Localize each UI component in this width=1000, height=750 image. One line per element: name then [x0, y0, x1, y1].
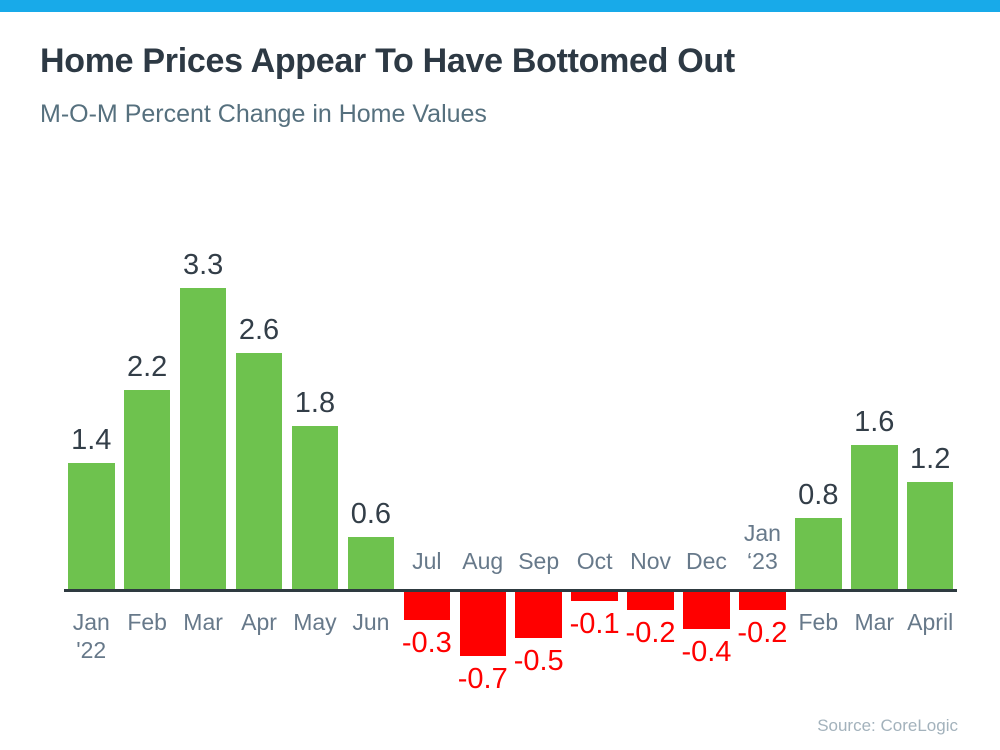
month-label: May — [293, 609, 337, 635]
bar — [851, 445, 898, 592]
month-label: Nov — [630, 548, 671, 574]
bar-value-label: -0.4 — [681, 636, 732, 668]
bar-value-label: 3.3 — [182, 249, 224, 281]
bar — [68, 463, 115, 592]
bar-value-label: -0.2 — [625, 617, 676, 649]
bar-value-label: 0.8 — [798, 479, 839, 511]
bar-value-label: 2.2 — [127, 351, 168, 383]
bar-value-label: 1.4 — [71, 424, 112, 456]
bar — [627, 592, 674, 610]
page-title: Home Prices Appear To Have Bottomed Out — [40, 42, 735, 80]
bar — [179, 288, 227, 592]
bar — [291, 426, 339, 592]
bar-value-label: -0.3 — [401, 627, 452, 659]
bar-value-label: -0.7 — [457, 663, 508, 695]
month-label: Jan ‘23 — [743, 520, 781, 574]
bar — [459, 592, 506, 656]
month-label: Jul — [412, 548, 442, 574]
month-label: Aug — [462, 548, 504, 574]
month-label: April — [907, 609, 954, 635]
bar-value-label: 0.6 — [350, 498, 392, 530]
bar — [683, 592, 730, 629]
bar — [347, 537, 395, 592]
x-axis-zero-line — [64, 589, 957, 592]
bar — [906, 482, 954, 592]
bar-value-label: 1.6 — [854, 406, 895, 438]
bar — [403, 592, 451, 620]
month-label: Apr — [241, 609, 277, 635]
bar — [515, 592, 562, 638]
chart-subtitle: M-O-M Percent Change in Home Values — [40, 100, 487, 128]
source-attribution: Source: CoreLogic — [817, 716, 958, 735]
bar-value-label: 1.8 — [294, 387, 336, 419]
bar-value-label: 1.2 — [910, 443, 951, 475]
bar-value-label: -0.5 — [513, 645, 564, 677]
month-label: Feb — [127, 609, 167, 635]
bar — [739, 592, 786, 610]
month-label: Feb — [798, 609, 839, 635]
month-label: Mar — [854, 609, 895, 635]
bar — [235, 353, 283, 592]
bar-value-label: 2.6 — [238, 314, 280, 346]
month-label: Jan '22 — [72, 609, 110, 663]
accent-top-bar — [0, 0, 1000, 12]
month-label: Sep — [518, 548, 560, 574]
month-label: Jun — [352, 609, 390, 635]
bar — [123, 390, 171, 592]
month-label: Oct — [576, 548, 613, 574]
bar-value-label: -0.2 — [737, 617, 788, 649]
month-label: Dec — [686, 548, 727, 574]
month-label: Mar — [183, 609, 223, 635]
bar — [795, 518, 842, 592]
bar-value-label: -0.1 — [569, 608, 620, 640]
bar — [571, 592, 618, 601]
